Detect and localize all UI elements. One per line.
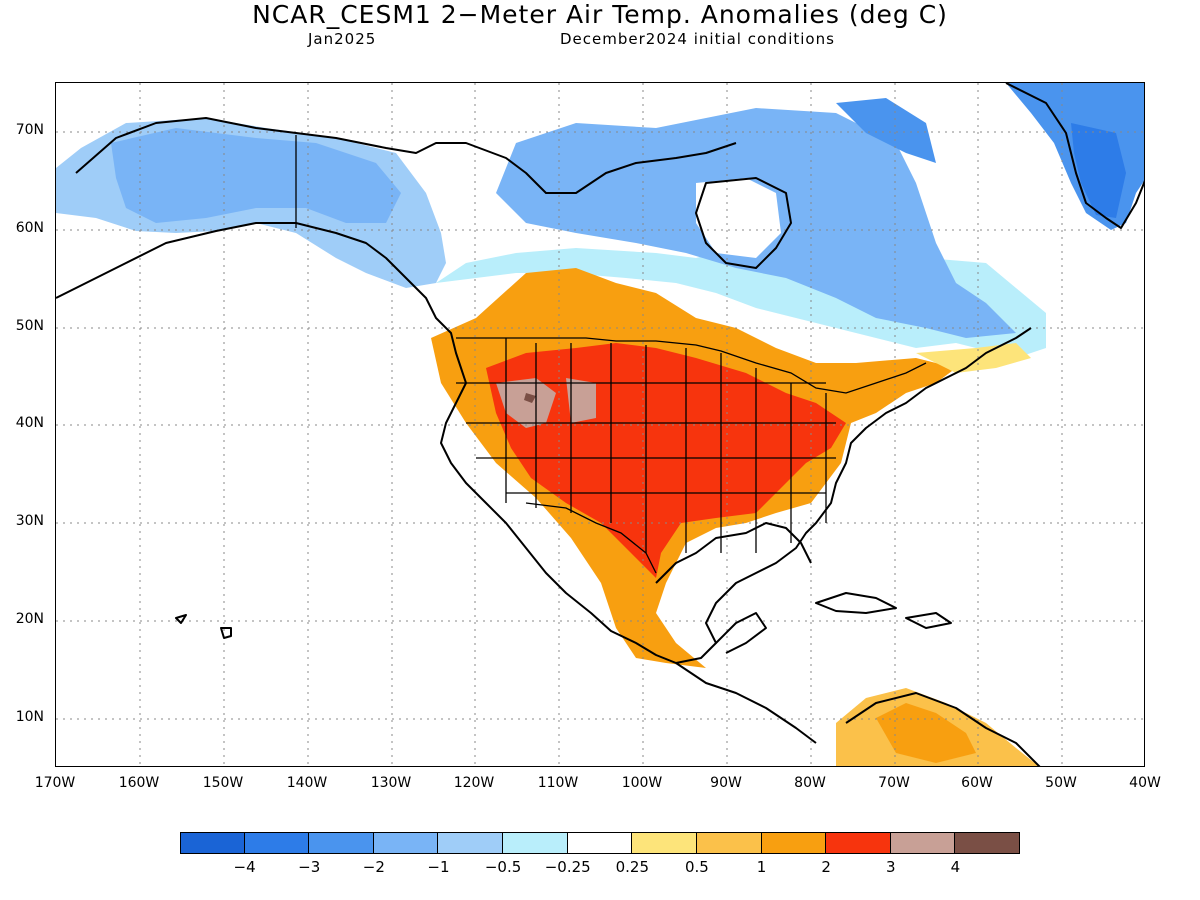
legend-tick-label: 0.25 — [615, 858, 649, 876]
legend-swatch — [180, 832, 245, 854]
yucatan-coast — [715, 612, 767, 654]
maritimes-warm-field — [916, 343, 1031, 373]
us-canada-border — [456, 337, 927, 394]
hawaii-coast — [175, 614, 232, 639]
legend-swatch — [503, 832, 568, 854]
legend-tick-label: −0.25 — [544, 858, 591, 876]
legend-swatch — [632, 832, 697, 854]
legend-tick-label: 3 — [885, 858, 896, 876]
lon-label-60w: 60W — [961, 775, 993, 791]
arctic-cold-field — [836, 98, 936, 163]
alaska-cold-field — [111, 128, 401, 223]
legend-swatch — [696, 832, 762, 854]
hudson-bay-coast — [695, 177, 792, 269]
rockies-very-warm-field — [496, 378, 556, 428]
lon-label-140w: 140W — [286, 775, 328, 791]
legend-swatch — [955, 832, 1020, 854]
lat-label-10n: 10N — [15, 709, 44, 725]
lat-label-60n: 60N — [15, 220, 44, 236]
lon-label-150w: 150W — [202, 775, 244, 791]
legend-tick-label: −2 — [362, 858, 385, 876]
legend-swatch — [244, 832, 310, 854]
us-state-lines — [456, 338, 836, 553]
legend-tick-label: −0.5 — [484, 858, 522, 876]
coastlines — [56, 83, 1144, 766]
south-america-coast — [845, 692, 1041, 766]
rockies-very-warm-field-2 — [566, 378, 596, 423]
lat-label-20n: 20N — [15, 611, 44, 627]
central-america-coast — [675, 662, 817, 744]
lon-label-70w: 70W — [878, 775, 910, 791]
legend-swatch — [309, 832, 374, 854]
arctic-coast — [75, 117, 737, 194]
cuba-coast — [815, 592, 897, 614]
lon-label-100w: 100W — [621, 775, 663, 791]
greenland-coast — [1005, 83, 1144, 229]
legend-swatch — [373, 832, 439, 854]
south-america-hot-field — [876, 703, 976, 763]
greenland-strong-cold-field — [1071, 123, 1126, 218]
lon-label-120w: 120W — [453, 775, 495, 791]
lat-label-40n: 40N — [15, 415, 44, 431]
hispaniola-coast — [905, 612, 952, 629]
alaska-coast — [56, 222, 1032, 664]
legend-tick-label: 0.5 — [684, 858, 709, 876]
lon-label-50w: 50W — [1045, 775, 1077, 791]
legend-tick-label: 4 — [950, 858, 961, 876]
lon-label-40w: 40W — [1129, 775, 1161, 791]
anomaly-map — [55, 82, 1145, 767]
lat-label-30n: 30N — [15, 513, 44, 529]
map-title: NCAR_CESM1 2−Meter Air Temp. Anomalies (… — [252, 0, 948, 29]
lon-label-90w: 90W — [710, 775, 742, 791]
legend-tick-label: −3 — [298, 858, 321, 876]
legend-swatch — [761, 832, 827, 854]
legend-swatch — [890, 832, 956, 854]
anomaly-map-canvas — [56, 83, 1144, 766]
legend-tick-label: 1 — [756, 858, 767, 876]
political-boundaries — [295, 135, 927, 574]
legend-tick-label: 2 — [821, 858, 831, 876]
forecast-month: Jan2025 — [308, 30, 377, 48]
legend-swatch — [826, 832, 891, 854]
us-mexico-border — [525, 502, 657, 574]
lon-label-170w: 170W — [34, 775, 76, 791]
lon-label-110w: 110W — [537, 775, 579, 791]
legend-swatch — [438, 832, 504, 854]
rockies-extreme-field — [524, 393, 536, 403]
lon-label-80w: 80W — [794, 775, 826, 791]
lat-label-50n: 50N — [15, 318, 44, 334]
lat-label-70n: 70N — [15, 122, 44, 138]
initial-conditions-label: December2024 initial conditions — [560, 30, 835, 48]
gulf-coast — [655, 522, 812, 584]
hudson-neutral — [696, 178, 781, 258]
legend-tick-label: −4 — [233, 858, 256, 876]
lon-label-160w: 160W — [118, 775, 160, 791]
color-legend — [180, 832, 1020, 854]
legend-swatch — [567, 832, 633, 854]
lon-label-130w: 130W — [370, 775, 412, 791]
legend-tick-label: −1 — [427, 858, 450, 876]
